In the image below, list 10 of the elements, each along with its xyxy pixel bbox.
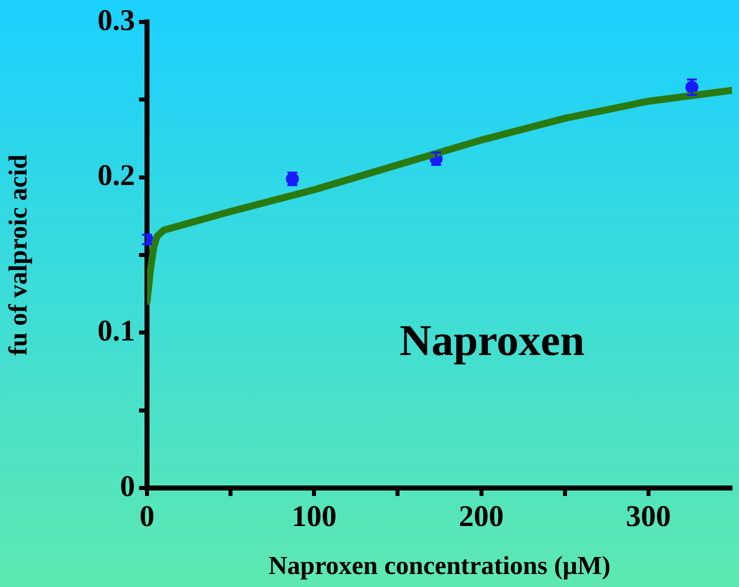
x-tick-label: 300 <box>626 500 671 533</box>
x-axis-title: Naproxen concentrations (μM) <box>268 551 611 580</box>
x-tick-label: 100 <box>292 500 337 533</box>
x-tick-label: 200 <box>458 500 504 533</box>
annotation: Naproxen <box>400 316 585 365</box>
y-tick-label: 0.1 <box>98 314 135 348</box>
y-tick-label: 0 <box>120 470 135 503</box>
y-tick-label: 0.3 <box>98 4 135 37</box>
y-tick-label: 0.2 <box>98 159 135 192</box>
y-axis-title: fu of valproic acid <box>3 154 32 356</box>
